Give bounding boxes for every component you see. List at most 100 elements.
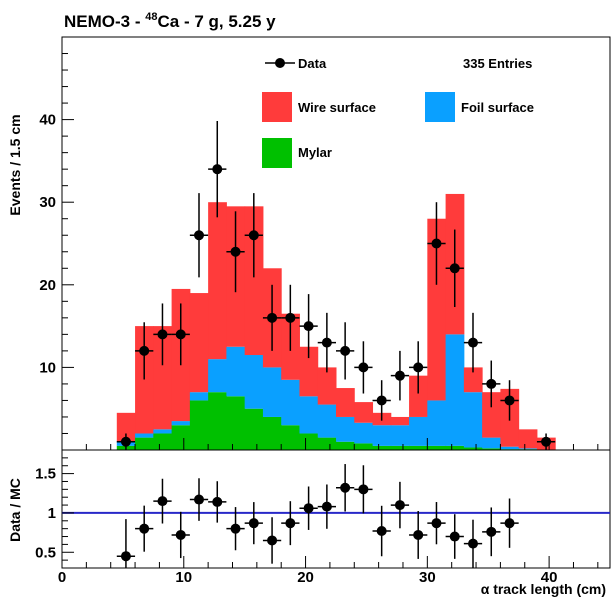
ratio-panel: 0.5 1 1.5 0 10 20 30 40 Data / MC α track leng… — [7, 449, 611, 597]
legend-foil-label: Foil surface — [461, 100, 534, 115]
ratio-point — [230, 523, 241, 534]
ratio-point — [175, 529, 186, 540]
upper-axis-ticks — [61, 53, 599, 450]
ratio-point — [486, 526, 497, 537]
wire-bar — [244, 206, 264, 356]
ratio-y-tick-label: 1.5 — [35, 466, 56, 483]
mylar-bar — [244, 408, 264, 450]
wire-bar — [189, 293, 209, 393]
data-point — [285, 312, 296, 323]
mylar-bar — [281, 425, 300, 450]
data-point — [340, 345, 351, 356]
upper-y-tick-labels: 10 20 30 40 — [39, 112, 56, 377]
y-tick-label: 40 — [39, 112, 56, 129]
mylar-bar — [445, 445, 465, 450]
ratio-point — [504, 518, 515, 529]
data-point — [321, 337, 332, 348]
wire-bar — [482, 392, 501, 438]
foil-bar — [463, 392, 483, 448]
ratio-point — [303, 503, 314, 514]
ratio-plot-frame — [61, 449, 611, 569]
foil-bar — [135, 433, 154, 438]
y-tick-label: 20 — [39, 277, 56, 294]
ratio-point — [321, 501, 332, 512]
upper-panel: 10 20 30 40 Events / 1.5 cm Data 335 Entrie… — [7, 36, 611, 451]
ratio-point — [285, 518, 296, 529]
mylar-bar — [390, 445, 410, 450]
wire-bar — [427, 218, 447, 401]
foil-bar — [189, 392, 209, 401]
foil-bar — [518, 448, 538, 450]
mylar-bar — [336, 441, 355, 450]
ratio-y-axis-title: Data / MC — [7, 478, 23, 542]
ratio-point — [376, 526, 387, 537]
data-point — [486, 378, 497, 389]
foil-bar — [317, 404, 337, 438]
foil-bar — [299, 396, 319, 434]
mylar-bar — [208, 392, 227, 450]
data-point — [358, 362, 369, 373]
data-point — [413, 362, 424, 373]
wire-bar — [153, 326, 173, 430]
ratio-point — [449, 531, 460, 542]
foil-bar — [171, 421, 191, 426]
legend-entries-label: 335 Entries — [463, 56, 532, 71]
ratio-point — [358, 484, 369, 495]
ratio-point — [212, 496, 223, 507]
mylar-bar — [171, 425, 191, 450]
ratio-axis-ticks — [61, 457, 599, 568]
data-point — [139, 345, 150, 356]
mylar-bar — [463, 447, 483, 450]
legend: Data 335 Entries Wire surface Foil surfa… — [262, 56, 534, 168]
foil-bar — [281, 379, 300, 426]
foil-bar — [354, 422, 374, 444]
x-tick-label: 10 — [175, 569, 192, 586]
mylar-bar — [317, 437, 337, 450]
foil-bar — [409, 416, 428, 446]
legend-foil-swatch — [425, 92, 455, 122]
ratio-point — [431, 518, 442, 529]
foil-bar — [244, 355, 264, 409]
mylar-bar — [482, 448, 501, 450]
mylar-bar — [354, 443, 374, 450]
wire-bar — [116, 412, 136, 442]
data-point — [449, 263, 460, 274]
data-point — [120, 436, 131, 447]
wire-bar — [518, 429, 538, 449]
x-tick-label: 40 — [541, 569, 558, 586]
x-tick-label: 20 — [297, 569, 314, 586]
ratio-y-tick-labels: 0.5 1 1.5 — [35, 466, 56, 562]
mylar-bar — [135, 437, 154, 450]
data-point — [504, 395, 515, 406]
mylar-bar — [409, 445, 428, 450]
stacked-histogram — [116, 193, 556, 450]
ratio-point — [120, 551, 131, 562]
data-point — [157, 329, 168, 340]
legend-wire-swatch — [262, 92, 292, 122]
foil-bar — [336, 416, 355, 442]
upper-y-axis-title: Events / 1.5 cm — [7, 114, 23, 215]
x-axis-title: α track length (cm) — [481, 581, 606, 597]
ratio-y-tick-label: 1 — [48, 505, 56, 522]
legend-mylar-swatch — [262, 138, 292, 168]
ratio-point — [139, 523, 150, 534]
data-point — [468, 337, 478, 348]
foil-bar — [445, 334, 465, 446]
data-point — [376, 395, 387, 406]
data-point — [212, 164, 223, 175]
x-tick-label: 0 — [58, 569, 66, 586]
mylar-bar — [153, 433, 173, 450]
data-point — [303, 321, 314, 332]
data-point — [230, 246, 241, 257]
ratio-points — [116, 464, 519, 568]
x-tick-labels: 0 10 20 30 40 — [58, 569, 558, 586]
wire-bar — [409, 375, 428, 417]
legend-data-label: Data — [298, 56, 327, 71]
ratio-point — [157, 496, 168, 507]
foil-bar — [226, 346, 246, 397]
data-point — [541, 436, 552, 447]
mylar-bar — [372, 445, 392, 450]
data-point — [431, 238, 442, 249]
foil-bar — [390, 425, 410, 446]
foil-bar — [427, 400, 447, 446]
